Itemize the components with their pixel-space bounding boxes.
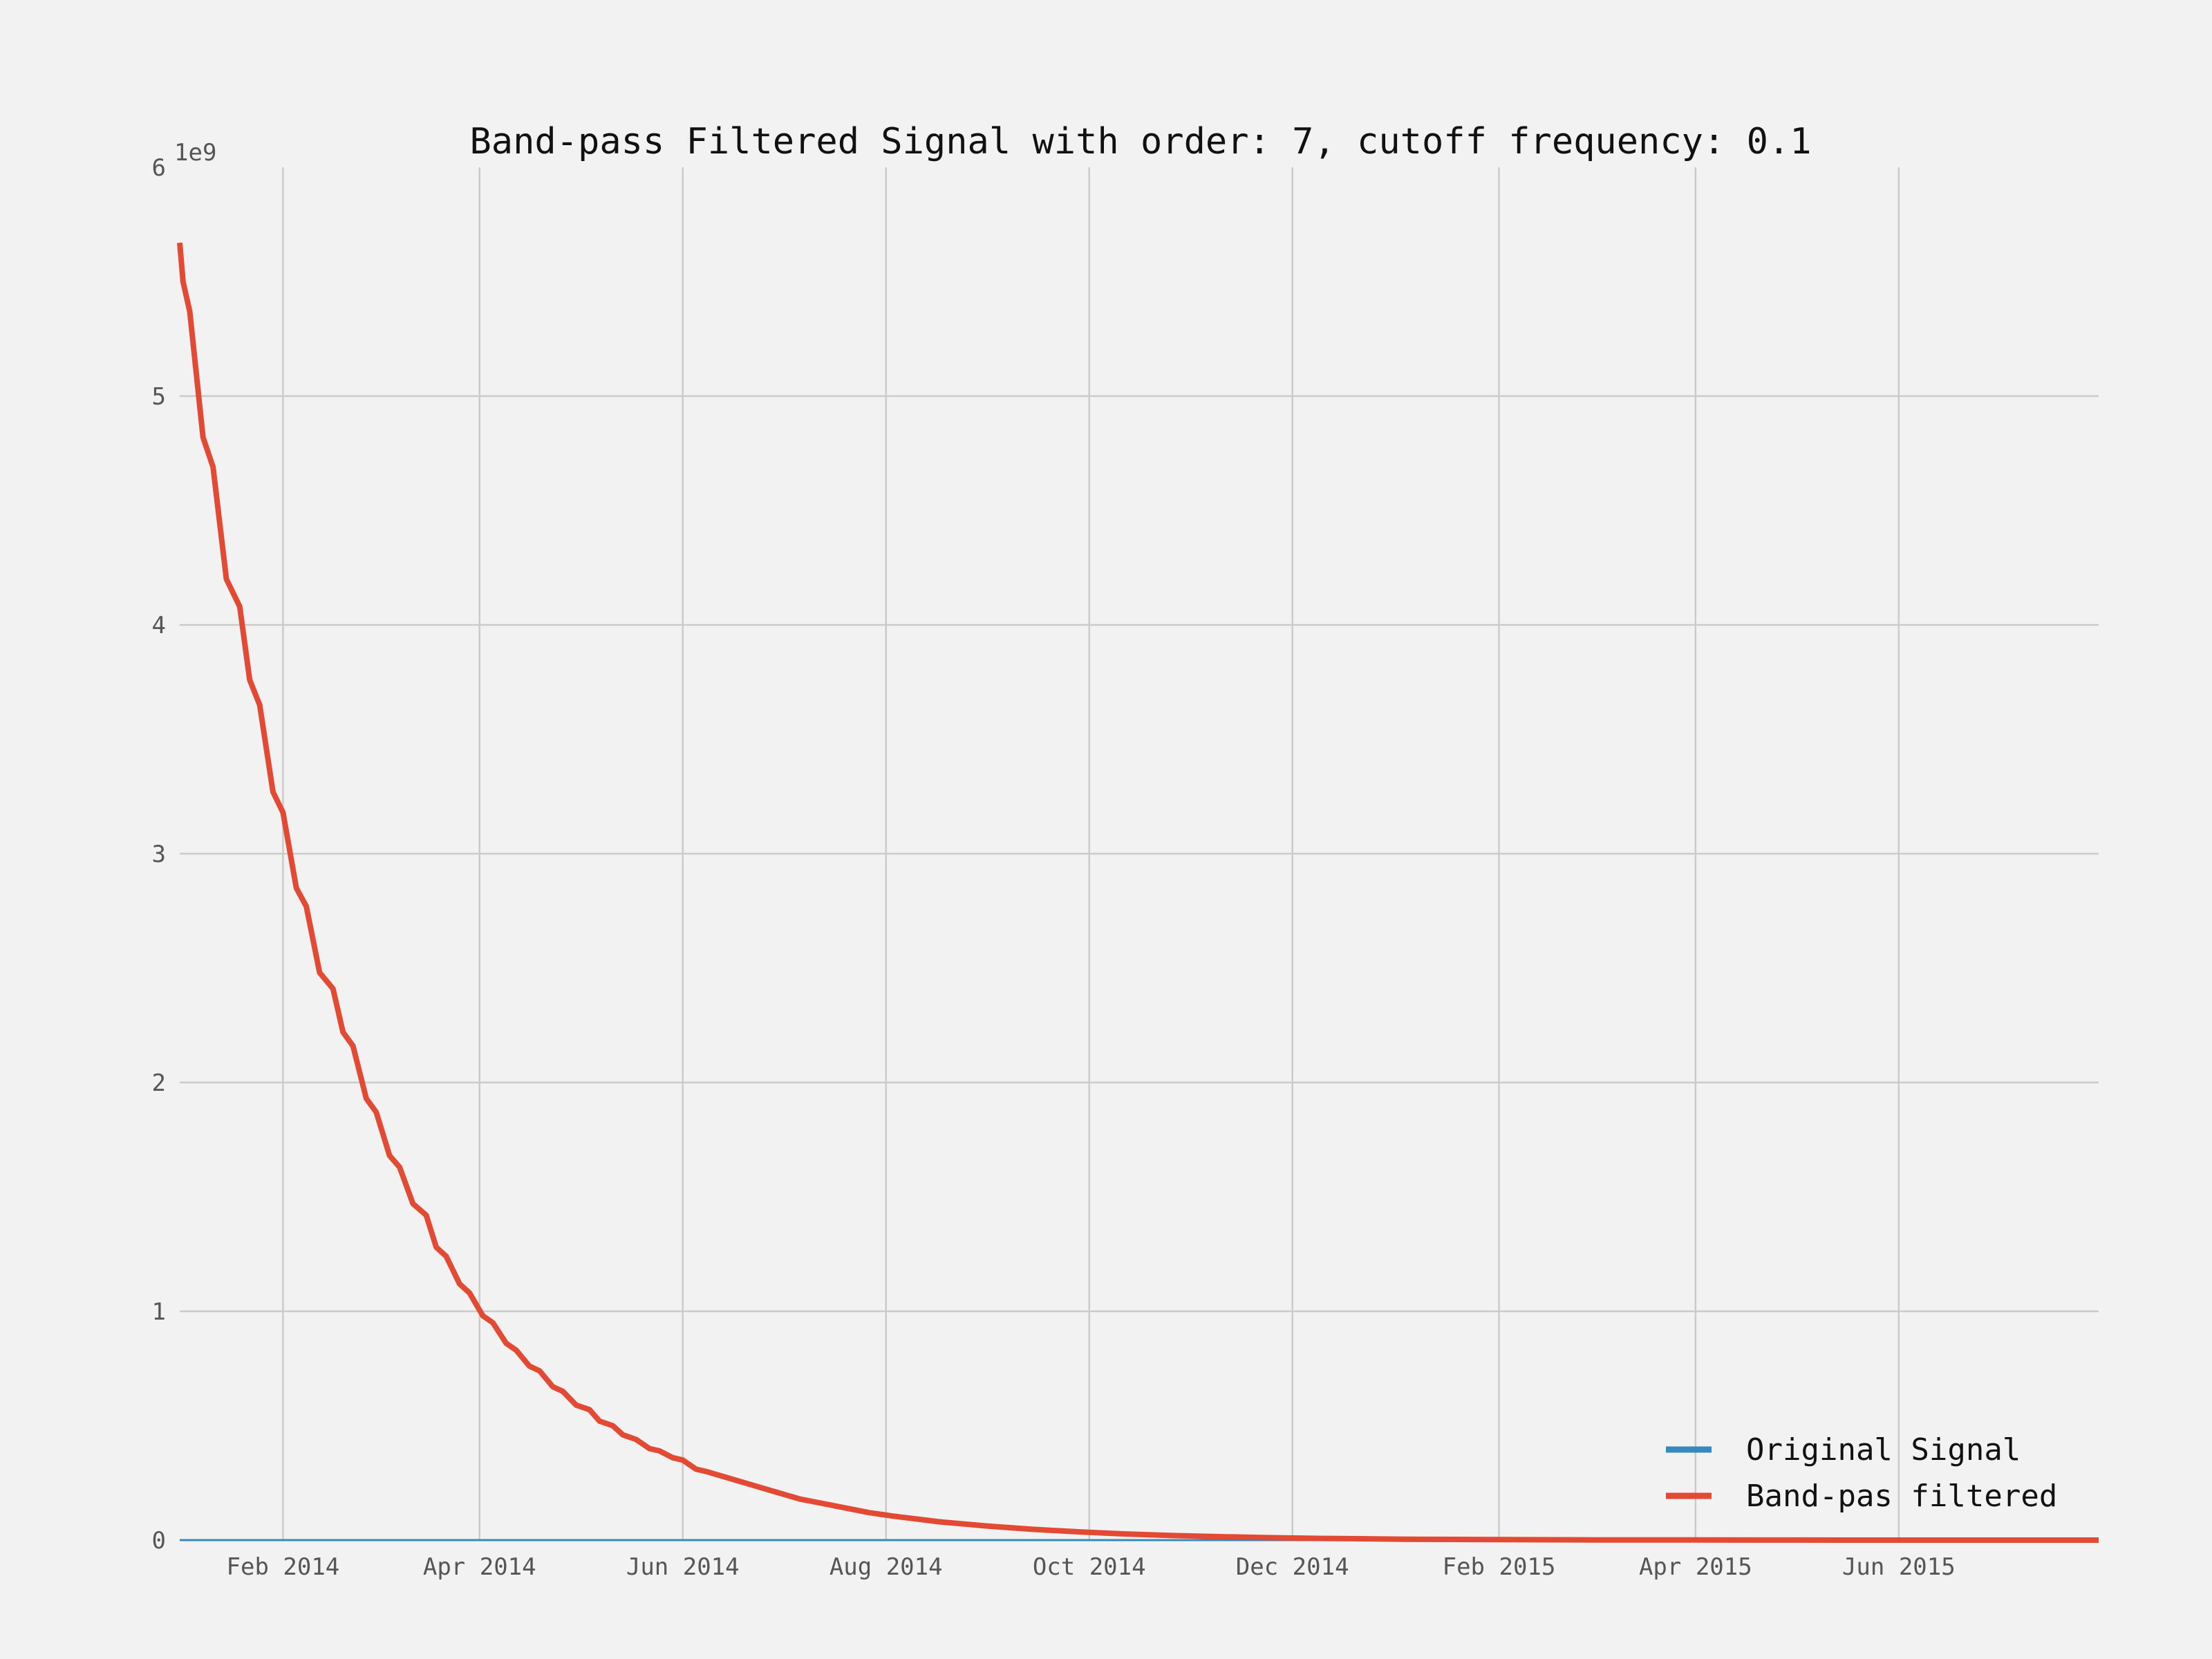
y-tick-label: 2 — [152, 1069, 166, 1097]
x-tick-label: Apr 2014 — [423, 1553, 536, 1581]
x-tick-label: Dec 2014 — [1236, 1553, 1349, 1581]
y-tick-label: 5 — [152, 383, 166, 411]
y-tick-label: 0 — [152, 1527, 166, 1555]
chart-title: Band-pass Filtered Signal with order: 7,… — [469, 121, 1811, 162]
x-tick-label: Feb 2014 — [227, 1553, 340, 1581]
x-tick-label: Jun 2015 — [1842, 1553, 1956, 1581]
y-tick-label: 1 — [152, 1298, 166, 1326]
y-tick-label: 6 — [152, 154, 166, 182]
y-multiplier-label: 1e9 — [174, 139, 216, 167]
x-tick-label: Apr 2015 — [1639, 1553, 1752, 1581]
y-axis: 0 1 2 3 4 5 6 — [152, 154, 166, 1555]
series-line-band-pass-filtered — [177, 242, 2099, 1543]
x-tick-label: Feb 2015 — [1443, 1553, 1556, 1581]
legend-label: Band-pas filtered — [1746, 1479, 2057, 1514]
x-tick-label: Oct 2014 — [1033, 1553, 1146, 1581]
grid — [180, 167, 2099, 1540]
legend: Original Signal Band-pas filtered — [1666, 1432, 2057, 1514]
x-axis: Feb 2014 Apr 2014 Jun 2014 Aug 2014 Oct 2014… — [227, 1553, 1956, 1581]
y-tick-label: 3 — [152, 841, 166, 868]
series-layer — [177, 242, 2099, 1543]
legend-label: Original Signal — [1746, 1432, 2021, 1468]
x-tick-label: Aug 2014 — [830, 1553, 943, 1581]
y-tick-label: 4 — [152, 612, 166, 639]
x-tick-label: Jun 2014 — [626, 1553, 740, 1581]
